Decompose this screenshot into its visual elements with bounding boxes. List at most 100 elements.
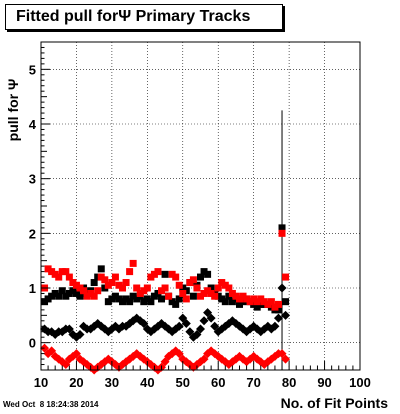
data-point — [41, 298, 49, 306]
data-point — [182, 287, 190, 295]
data-point — [48, 292, 56, 300]
data-point — [69, 287, 77, 295]
data-point — [218, 279, 226, 287]
data-point — [221, 298, 229, 306]
data-point — [200, 289, 208, 297]
x-tick-label: 50 — [176, 375, 190, 390]
y-tick-label: 1 — [29, 281, 36, 296]
data-point — [172, 300, 180, 308]
timestamp-footer: Wed Oct 8 18:24:38 2014 — [3, 400, 99, 409]
data-point — [51, 270, 59, 278]
data-point — [218, 295, 226, 303]
data-point — [119, 284, 127, 292]
data-point — [44, 295, 52, 303]
data-point — [278, 224, 286, 232]
data-point — [214, 292, 222, 300]
data-point — [47, 346, 57, 356]
data-point — [57, 357, 67, 367]
x-tick-label: 40 — [140, 375, 154, 390]
data-point — [239, 292, 247, 300]
series-3 — [41, 229, 290, 311]
data-point — [161, 284, 169, 292]
data-point — [179, 289, 187, 297]
data-point — [182, 295, 190, 303]
data-point — [210, 321, 220, 331]
data-point — [175, 295, 183, 303]
data-point — [133, 284, 141, 292]
data-point — [264, 300, 272, 308]
data-point — [55, 292, 63, 300]
axis-ticks: 10 20 30 40 50 60 70 80 90 100 0 1 2 3 4 5 — [29, 41, 371, 390]
data-point — [282, 298, 290, 306]
data-point — [87, 289, 95, 297]
data-point — [129, 292, 137, 300]
data-point — [221, 281, 229, 289]
x-tick-label: 70 — [246, 375, 260, 390]
data-point — [101, 284, 109, 292]
data-point — [225, 292, 233, 300]
data-point — [62, 292, 70, 300]
data-point — [278, 229, 286, 237]
data-point — [115, 281, 123, 289]
data-point — [58, 287, 66, 295]
data-point — [150, 292, 158, 300]
data-point — [189, 276, 197, 284]
data-point — [277, 283, 287, 293]
data-point — [168, 270, 176, 278]
data-point — [154, 268, 162, 276]
data-point — [147, 273, 155, 281]
data-point — [178, 313, 188, 323]
data-point — [277, 349, 287, 359]
data-point — [72, 281, 80, 289]
data-point — [80, 287, 88, 295]
x-tick-label: 100 — [349, 375, 371, 390]
data-point — [126, 268, 134, 276]
data-point — [139, 319, 149, 329]
data-point — [119, 298, 127, 306]
data-point — [115, 295, 123, 303]
y-axis-title: pull for Ψ — [5, 79, 21, 142]
data-point — [101, 276, 109, 284]
data-point — [207, 289, 215, 297]
data-point — [281, 354, 291, 364]
data-point — [179, 284, 187, 292]
data-point — [133, 295, 141, 303]
data-point — [108, 279, 116, 287]
data-point — [189, 292, 197, 300]
data-point — [175, 281, 183, 289]
data-point — [199, 316, 209, 326]
data-point — [192, 329, 202, 339]
data-point — [196, 324, 205, 334]
data-point — [165, 292, 173, 300]
data-point — [181, 319, 191, 329]
data-point — [211, 292, 219, 300]
data-point — [160, 357, 170, 367]
y-tick-label: 3 — [29, 172, 36, 187]
data-point — [228, 289, 236, 297]
data-point — [58, 268, 66, 276]
data-point — [61, 360, 71, 370]
data-point — [76, 292, 84, 300]
data-point — [200, 268, 208, 276]
x-tick-label: 30 — [105, 375, 119, 390]
data-point — [197, 273, 204, 281]
x-tick-label: 80 — [282, 375, 296, 390]
data-point — [44, 265, 52, 273]
data-point — [111, 292, 119, 300]
data-point — [228, 298, 236, 306]
data-point — [253, 303, 261, 311]
data-point — [232, 292, 240, 300]
data-point — [140, 298, 148, 306]
data-point — [90, 279, 98, 287]
data-point — [129, 259, 137, 267]
data-point — [72, 289, 80, 297]
data-point — [161, 270, 169, 278]
data-point — [186, 279, 194, 287]
data-point — [108, 295, 116, 303]
data-point — [76, 284, 84, 292]
data-point — [65, 273, 73, 281]
data-point — [71, 349, 81, 359]
data-point — [57, 327, 67, 337]
data-point — [83, 292, 91, 300]
